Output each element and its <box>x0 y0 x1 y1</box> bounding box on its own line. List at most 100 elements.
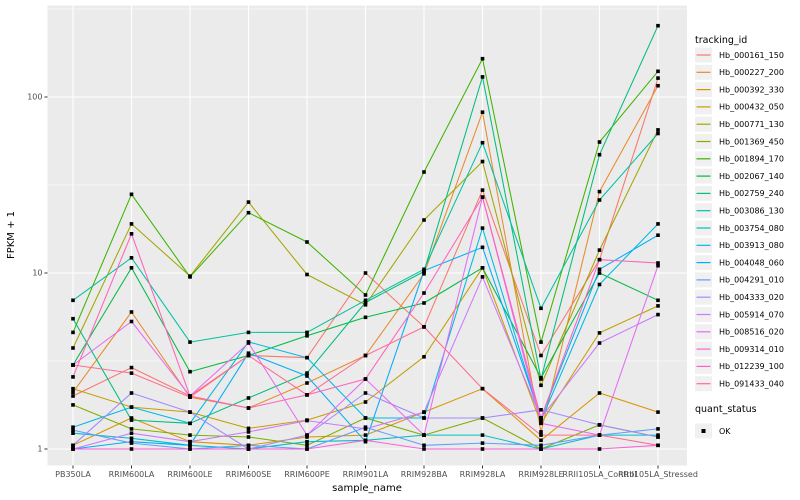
data-point-marker <box>71 447 75 451</box>
legend-entry: Hb_004333_020 <box>695 289 784 305</box>
data-point-marker <box>422 291 426 295</box>
data-point-marker <box>363 353 368 358</box>
data-point-marker <box>422 410 426 414</box>
data-point-marker <box>539 418 543 423</box>
data-point-marker <box>597 248 602 252</box>
data-point-marker <box>129 436 134 441</box>
data-point-marker <box>305 439 309 444</box>
data-point-marker <box>539 433 543 437</box>
data-point-marker <box>597 423 602 427</box>
legend-entry: Hb_091433_040 <box>695 376 784 392</box>
x-tick-label: RRIM928LE <box>518 470 563 479</box>
legend-entry-label: Hb_002067_140 <box>719 172 784 181</box>
data-point-marker <box>129 371 134 375</box>
data-point-marker <box>656 433 660 437</box>
axis-tick-labels: 1 10 100 PB350LA RRIM600LA RRIM600LE RRIM600SE… <box>27 93 698 480</box>
data-point-marker <box>363 303 368 307</box>
x-tick-label: RRII105LA_Control <box>562 470 636 479</box>
legend-entry: Hb_003754_080 <box>695 220 784 236</box>
data-point-marker <box>188 369 192 374</box>
data-point-marker <box>246 351 251 355</box>
data-point-marker <box>129 441 134 445</box>
data-point-marker <box>71 363 75 367</box>
data-point-marker <box>656 312 660 317</box>
data-point-marker <box>480 110 485 114</box>
x-tick-label: RRIM600PE <box>284 470 330 479</box>
shape-legend-title: quant_status <box>695 404 757 415</box>
data-point-marker <box>246 447 251 451</box>
x-tick-label: RRII105LA_Stressed <box>618 470 698 479</box>
data-point-marker <box>188 421 192 426</box>
data-point-marker <box>597 198 602 202</box>
gridlines <box>47 5 687 466</box>
data-point-marker <box>597 257 602 262</box>
data-point-marker <box>363 377 368 381</box>
data-point-marker <box>597 152 602 157</box>
legend-entry: Hb_002067_140 <box>695 168 784 184</box>
data-point-marker <box>656 263 660 268</box>
data-point-marker <box>597 271 602 275</box>
data-point-marker <box>597 341 602 345</box>
data-point-marker <box>539 353 543 358</box>
data-point-marker <box>539 383 543 388</box>
data-point-marker <box>71 390 75 395</box>
data-point-marker <box>305 381 309 385</box>
data-point-marker <box>305 240 309 244</box>
x-axis-title: sample_name <box>332 483 402 494</box>
data-point-marker <box>656 427 660 431</box>
data-point-marker <box>188 443 192 448</box>
data-point-marker <box>129 266 134 270</box>
data-point-marker <box>71 330 75 335</box>
data-point-marker <box>71 386 75 391</box>
data-point-marker <box>363 400 368 404</box>
data-point-marker <box>129 391 134 395</box>
data-point-marker <box>422 355 426 359</box>
data-point-marker <box>71 425 75 429</box>
data-point-marker <box>480 140 485 145</box>
data-point-marker <box>305 435 309 439</box>
data-point-marker <box>480 188 485 192</box>
data-point-marker <box>129 222 134 226</box>
data-point-marker <box>246 396 251 400</box>
legend-entry-label: Hb_000432_050 <box>719 103 784 112</box>
data-point-marker <box>422 268 426 273</box>
data-point-marker <box>188 340 192 344</box>
data-point-marker <box>480 266 485 270</box>
data-point-marker <box>305 330 309 335</box>
data-point-marker <box>480 195 485 199</box>
data-point-marker <box>480 159 485 164</box>
legend-entry-label: Hb_004333_020 <box>719 293 784 302</box>
data-point-marker <box>246 200 251 204</box>
legend-entry: Hb_003913_080 <box>695 237 784 253</box>
legend-entry-label: Hb_003086_130 <box>719 207 784 216</box>
data-point-marker <box>71 443 75 448</box>
data-point-marker <box>480 226 485 230</box>
data-point-marker <box>656 131 660 136</box>
data-point-marker <box>305 418 309 423</box>
data-point-marker <box>422 272 426 276</box>
legend-entry-label: Hb_009314_010 <box>719 345 784 354</box>
data-point-marker <box>129 310 134 314</box>
data-point-marker <box>246 330 251 335</box>
legend-entry: Hb_000161_150 <box>695 47 784 63</box>
data-point-marker <box>656 261 660 265</box>
data-point-marker <box>656 435 660 439</box>
data-point-marker <box>539 408 543 412</box>
data-point-marker <box>597 140 602 144</box>
data-point-marker <box>656 410 660 414</box>
legend-entry: Hb_003086_130 <box>695 203 784 219</box>
data-point-marker <box>71 298 75 303</box>
color-legend-title: tracking_id <box>695 35 747 46</box>
legend-entry: Hb_001894_170 <box>695 151 784 167</box>
data-point-marker <box>71 346 75 350</box>
data-point-marker <box>246 341 251 345</box>
data-point-marker <box>539 421 543 426</box>
legend-entry: Hb_000432_050 <box>695 99 784 115</box>
data-point-marker <box>480 447 485 451</box>
legend-entry-label: Hb_003913_080 <box>719 241 784 250</box>
data-point-marker <box>363 298 368 303</box>
data-point-marker <box>422 443 426 448</box>
data-point-marker <box>480 245 485 250</box>
x-tick-label: RRIM600LE <box>167 470 212 479</box>
shape-legend-entry-label: OK <box>719 427 731 436</box>
